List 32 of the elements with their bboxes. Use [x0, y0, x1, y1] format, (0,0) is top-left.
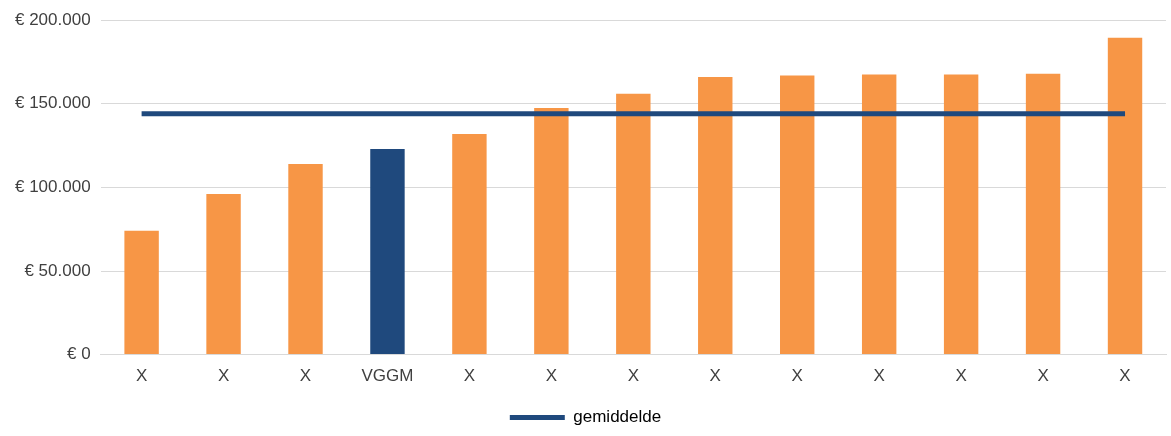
x-tick-label: X — [299, 366, 312, 386]
x-tick-label: X — [135, 366, 148, 386]
bar — [1107, 37, 1143, 355]
bar — [616, 93, 651, 355]
x-tick-label: X — [545, 366, 558, 386]
x-tick-label: X — [955, 366, 967, 386]
y-tick-label: € 150.000 — [14, 93, 91, 113]
x-tick-label: X — [463, 366, 476, 386]
bar — [452, 133, 487, 355]
x-tick-label: X — [217, 366, 230, 386]
y-tick-label: € 0 — [66, 344, 91, 364]
x-tick-label: X — [791, 366, 803, 386]
x-tick-label: X — [1037, 366, 1049, 386]
y-tick-label: € 200.000 — [14, 9, 91, 29]
x-tick-label: VGGM — [361, 366, 414, 386]
bar — [370, 148, 405, 355]
x-tick-label: X — [1119, 366, 1131, 386]
bar — [124, 230, 159, 355]
x-tick-label: X — [873, 366, 885, 386]
bar — [780, 75, 815, 355]
bar — [288, 163, 323, 355]
bar — [861, 74, 897, 355]
y-tick-label: € 100.000 — [14, 177, 91, 197]
y-tick-label: € 50.000 — [24, 260, 91, 280]
x-tick-label: X — [709, 366, 721, 386]
bar — [1025, 73, 1061, 355]
bar — [698, 77, 733, 355]
legend-label: gemiddelde — [573, 407, 662, 427]
bar — [206, 194, 241, 355]
bar — [943, 74, 979, 355]
x-tick-label: X — [627, 366, 639, 386]
bar — [534, 107, 569, 355]
